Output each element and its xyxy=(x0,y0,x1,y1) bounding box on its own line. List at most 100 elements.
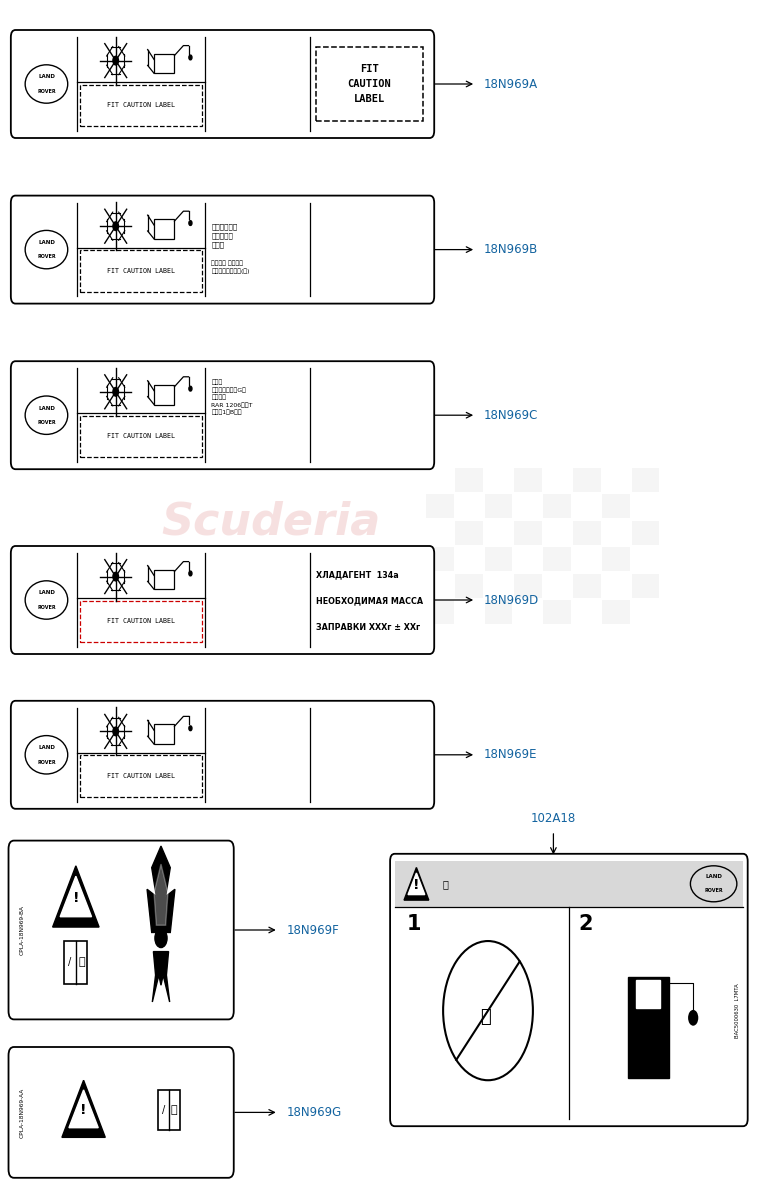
Text: 18N969D: 18N969D xyxy=(484,594,539,606)
Text: FIT CAUTION LABEL: FIT CAUTION LABEL xyxy=(108,773,175,779)
Text: LAND: LAND xyxy=(38,406,55,410)
Text: 冷媒大気放出
禁止・冷媒
要回収: 冷媒大気放出 禁止・冷媒 要回収 xyxy=(211,223,238,248)
Text: car  parts: car parts xyxy=(204,550,337,578)
Polygon shape xyxy=(154,864,168,925)
Polygon shape xyxy=(147,846,175,932)
Polygon shape xyxy=(408,874,425,895)
Circle shape xyxy=(113,56,118,65)
Bar xyxy=(154,570,174,589)
Text: 警告：
在拆卸或安装空G在
他力源分
RAR 1206冷却T
仮受け1台Bる台: 警告： 在拆卸或安装空G在 他力源分 RAR 1206冷却T 仮受け1台Bる台 xyxy=(211,379,253,415)
Bar xyxy=(514,468,542,492)
Circle shape xyxy=(189,571,192,576)
FancyBboxPatch shape xyxy=(11,701,434,809)
Text: ✋: ✋ xyxy=(481,1008,491,1026)
Circle shape xyxy=(688,1010,698,1026)
Circle shape xyxy=(155,929,167,948)
Text: !: ! xyxy=(80,1103,87,1117)
Text: ROVER: ROVER xyxy=(37,760,56,764)
Text: CPLA-18N969-BA: CPLA-18N969-BA xyxy=(19,905,24,955)
Text: BAC5000630  L7MTA: BAC5000630 L7MTA xyxy=(735,983,740,1038)
Bar xyxy=(632,468,659,492)
Text: FIT CAUTION LABEL: FIT CAUTION LABEL xyxy=(108,618,175,624)
Text: 📋: 📋 xyxy=(442,878,448,889)
FancyBboxPatch shape xyxy=(11,30,434,138)
Bar xyxy=(154,385,174,404)
Text: チャオー ランドロ
ーバー・ザイパン(㊙): チャオー ランドロ ーバー・ザイパン(㊙) xyxy=(211,260,250,274)
Text: ROVER: ROVER xyxy=(37,605,56,610)
Bar xyxy=(455,521,483,545)
Polygon shape xyxy=(404,868,429,900)
Bar xyxy=(514,521,542,545)
FancyBboxPatch shape xyxy=(11,196,434,304)
Bar xyxy=(395,862,743,907)
Bar xyxy=(455,574,483,598)
Bar xyxy=(154,54,174,73)
Text: 2: 2 xyxy=(578,914,593,934)
Bar xyxy=(632,574,659,598)
Text: LAND: LAND xyxy=(38,590,55,595)
Text: ROVER: ROVER xyxy=(37,420,56,425)
FancyBboxPatch shape xyxy=(11,546,434,654)
Text: 18N969B: 18N969B xyxy=(484,244,538,256)
Bar xyxy=(485,600,512,624)
Text: 102A18: 102A18 xyxy=(531,812,576,826)
Text: !: ! xyxy=(413,877,420,892)
Text: ЗАПРАВКИ XXXг ± XXг: ЗАПРАВКИ XXXг ± XXг xyxy=(316,624,420,632)
Circle shape xyxy=(189,55,192,60)
Text: ROVER: ROVER xyxy=(704,888,723,894)
Text: FIT CAUTION LABEL: FIT CAUTION LABEL xyxy=(108,268,175,274)
Text: /: / xyxy=(162,1105,165,1115)
Circle shape xyxy=(113,222,118,230)
Text: 18N969A: 18N969A xyxy=(484,78,538,90)
Text: 18N969G: 18N969G xyxy=(286,1106,341,1118)
Text: 18N969F: 18N969F xyxy=(286,924,339,936)
Text: LAND: LAND xyxy=(38,240,55,245)
Text: Scuderia: Scuderia xyxy=(161,500,381,544)
Text: 🔧: 🔧 xyxy=(78,958,85,967)
Bar xyxy=(485,494,512,518)
Bar xyxy=(80,250,202,292)
Bar xyxy=(64,941,87,984)
Text: 18N969C: 18N969C xyxy=(484,409,538,421)
Text: LAND: LAND xyxy=(38,745,55,750)
Bar xyxy=(455,468,483,492)
Bar xyxy=(426,600,454,624)
Text: ROVER: ROVER xyxy=(37,89,56,94)
Text: LAND: LAND xyxy=(38,74,55,79)
Polygon shape xyxy=(60,876,91,917)
FancyBboxPatch shape xyxy=(9,840,234,1020)
Bar xyxy=(514,574,542,598)
Bar xyxy=(628,977,669,1078)
Bar xyxy=(316,47,423,121)
Polygon shape xyxy=(152,952,170,1002)
Bar xyxy=(80,84,202,126)
Circle shape xyxy=(113,727,118,736)
Bar xyxy=(154,725,174,744)
Bar xyxy=(158,1090,180,1130)
Text: 1: 1 xyxy=(407,914,422,934)
Text: LAND: LAND xyxy=(705,874,722,880)
Bar xyxy=(80,755,202,797)
Text: 18N969E: 18N969E xyxy=(484,749,537,761)
Polygon shape xyxy=(53,866,99,928)
Text: !: ! xyxy=(73,890,79,905)
Bar xyxy=(543,494,571,518)
FancyBboxPatch shape xyxy=(9,1046,234,1178)
Bar xyxy=(543,547,571,571)
Text: ХЛАДАГЕНТ  134a: ХЛАДАГЕНТ 134a xyxy=(316,570,399,580)
Circle shape xyxy=(189,386,192,391)
Circle shape xyxy=(189,221,192,226)
Bar xyxy=(426,494,454,518)
Polygon shape xyxy=(62,1080,105,1138)
Bar xyxy=(152,925,169,932)
Polygon shape xyxy=(69,1090,98,1128)
Bar xyxy=(426,547,454,571)
Text: 🔧: 🔧 xyxy=(171,1105,177,1115)
Text: FIT
CAUTION
LABEL: FIT CAUTION LABEL xyxy=(348,64,392,103)
Text: FIT CAUTION LABEL: FIT CAUTION LABEL xyxy=(108,102,175,108)
Text: НЕОБХОДИМАЯ МАССА: НЕОБХОДИМАЯ МАССА xyxy=(316,596,423,605)
Text: FIT CAUTION LABEL: FIT CAUTION LABEL xyxy=(108,433,175,439)
Bar xyxy=(543,600,571,624)
Bar xyxy=(573,468,601,492)
Bar xyxy=(636,979,660,1008)
